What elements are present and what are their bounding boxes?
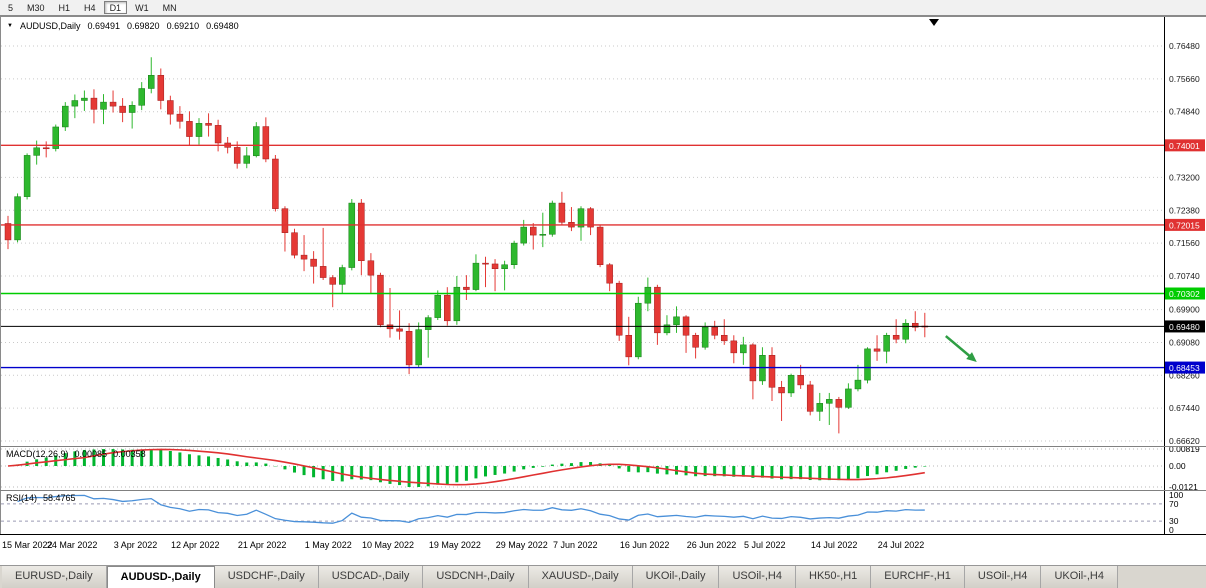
macd-panel: 0.00819 0.00 -0.0121 xyxy=(1,444,1200,492)
svg-text:15 Mar 2022: 15 Mar 2022 xyxy=(2,540,53,550)
chart-tab-ukoil-daily[interactable]: UKOil-,Daily xyxy=(632,566,720,588)
svg-text:0.00: 0.00 xyxy=(1169,461,1186,471)
timeframe-button-5[interactable]: 5 xyxy=(8,3,14,13)
price-tag-0.74001: 0.74001 xyxy=(1165,139,1205,152)
chart-tabs-bar: EURUSD-,Daily AUDUSD-,Daily USDCHF-,Daily U… xyxy=(0,565,1206,588)
timeframe-button-h1[interactable]: H1 xyxy=(58,3,71,13)
price-axis[interactable]: 0.76480 0.75660 0.74840 0.73200 0.72380 0.715… xyxy=(1164,16,1206,534)
svg-text:24 Jul 2022: 24 Jul 2022 xyxy=(878,540,925,550)
price-level-lines[interactable] xyxy=(1,144,1164,369)
chart-tab-usdcnh-daily[interactable]: USDCNH-,Daily xyxy=(423,566,529,588)
svg-text:3 Apr 2022: 3 Apr 2022 xyxy=(114,540,158,550)
timeframe-toolbar: 5 M30 H1 H4 D1 W1 MN xyxy=(0,0,1206,16)
svg-text:0.66620: 0.66620 xyxy=(1169,436,1200,446)
chart-tab-hk50-h1[interactable]: HK50-,H1 xyxy=(796,566,872,588)
svg-text:30: 30 xyxy=(1169,516,1179,526)
svg-text:12 Apr 2022: 12 Apr 2022 xyxy=(171,540,220,550)
svg-text:0: 0 xyxy=(1169,525,1174,535)
chart-tab-usdcad-daily[interactable]: USDCAD-,Daily xyxy=(318,566,424,588)
panel-borders xyxy=(0,16,1206,535)
price-tag-0.68453: 0.68453 xyxy=(1165,361,1205,374)
svg-text:1 May 2022: 1 May 2022 xyxy=(305,540,352,550)
svg-text:16 Jun 2022: 16 Jun 2022 xyxy=(620,540,670,550)
svg-text:29 May 2022: 29 May 2022 xyxy=(496,540,548,550)
chart-area[interactable]: 0.76480 0.75660 0.74840 0.73200 0.72380 0.715… xyxy=(0,16,1206,565)
timeframe-button-h4[interactable]: H4 xyxy=(84,3,96,13)
timeframe-button-m30[interactable]: M30 xyxy=(27,3,45,13)
svg-text:0.69080: 0.69080 xyxy=(1169,337,1200,347)
candles-layer xyxy=(4,57,929,434)
chart-tab-usoil-h4[interactable]: USOil-,H4 xyxy=(964,566,1042,588)
price-tag-0.69480: 0.69480 xyxy=(1165,320,1205,333)
svg-text:0.74840: 0.74840 xyxy=(1169,107,1200,117)
svg-text:0.72380: 0.72380 xyxy=(1169,205,1200,215)
svg-text:0.00819: 0.00819 xyxy=(1169,444,1200,454)
svg-text:100: 100 xyxy=(1169,490,1183,500)
svg-text:0.68260: 0.68260 xyxy=(1169,370,1200,380)
svg-text:10 May 2022: 10 May 2022 xyxy=(362,540,414,550)
main-chart-canvas[interactable]: 0.76480 0.75660 0.74840 0.73200 0.72380 0.715… xyxy=(0,16,1206,565)
svg-text:0.69900: 0.69900 xyxy=(1169,305,1200,315)
chart-tab-eurchf-h1[interactable]: EURCHF-,H1 xyxy=(871,566,965,588)
price-tag-0.70302: 0.70302 xyxy=(1165,287,1205,300)
timeframe-button-mn[interactable]: MN xyxy=(162,3,177,13)
svg-text:0.67440: 0.67440 xyxy=(1169,403,1200,413)
price-tag-0.72015: 0.72015 xyxy=(1165,218,1205,231)
chart-tab-xauusd-daily[interactable]: XAUUSD-,Daily xyxy=(528,566,633,588)
svg-text:21 Apr 2022: 21 Apr 2022 xyxy=(238,540,287,550)
svg-text:0.70740: 0.70740 xyxy=(1169,271,1200,281)
svg-text:5 Jul 2022: 5 Jul 2022 xyxy=(744,540,786,550)
chart-tab-ukoil-h4[interactable]: UKOil-,H4 xyxy=(1041,566,1118,588)
svg-text:7 Jun 2022: 7 Jun 2022 xyxy=(553,540,598,550)
timeframe-button-d1[interactable]: D1 xyxy=(103,1,128,14)
svg-text:-0.0121: -0.0121 xyxy=(1169,482,1198,492)
svg-text:24 Mar 2022: 24 Mar 2022 xyxy=(47,540,98,550)
chart-tab-usdchf-daily[interactable]: USDCHF-,Daily xyxy=(214,566,319,588)
svg-text:0.75660: 0.75660 xyxy=(1169,74,1200,84)
svg-text:0.70302: 0.70302 xyxy=(1169,289,1200,299)
chart-tab-eurusd-daily[interactable]: EURUSD-,Daily xyxy=(2,566,107,588)
svg-text:70: 70 xyxy=(1169,499,1179,509)
svg-text:0.69480: 0.69480 xyxy=(1169,322,1200,332)
chart-tab-usoil-h4[interactable]: USOil-,H4 xyxy=(719,566,796,588)
price-gridlines xyxy=(1,45,1164,442)
svg-text:0.74001: 0.74001 xyxy=(1169,141,1200,151)
svg-text:0.68453: 0.68453 xyxy=(1169,363,1200,373)
current-bar-marker xyxy=(929,19,939,26)
timeframe-button-w1[interactable]: W1 xyxy=(135,3,149,13)
svg-text:0.71560: 0.71560 xyxy=(1169,238,1200,248)
chart-tab-audusd-daily[interactable]: AUDUSD-,Daily xyxy=(106,566,215,588)
svg-text:0.73200: 0.73200 xyxy=(1169,172,1200,182)
svg-text:26 Jun 2022: 26 Jun 2022 xyxy=(687,540,737,550)
svg-text:0.76480: 0.76480 xyxy=(1169,41,1200,51)
svg-text:0.72015: 0.72015 xyxy=(1169,220,1200,230)
svg-text:14 Jul 2022: 14 Jul 2022 xyxy=(811,540,858,550)
svg-text:19 May 2022: 19 May 2022 xyxy=(429,540,481,550)
trend-arrow-annotation[interactable] xyxy=(945,335,977,363)
